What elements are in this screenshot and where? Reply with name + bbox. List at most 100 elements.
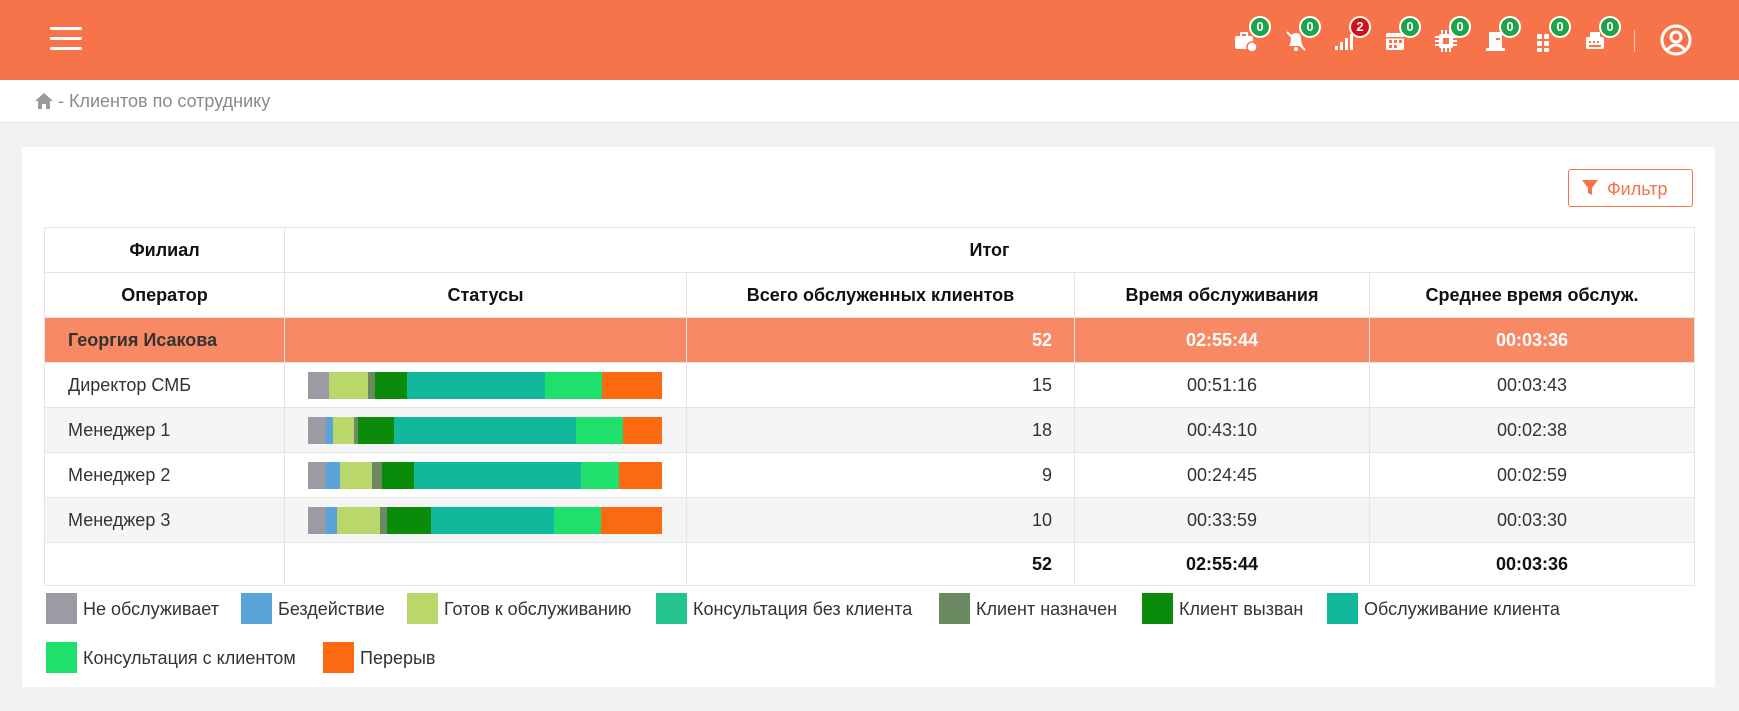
col-avg: Среднее время обслуж.: [1368, 272, 1696, 318]
status-segment[interactable]: [407, 371, 546, 399]
filter-label: Фильтр: [1607, 179, 1668, 199]
status-segment[interactable]: [382, 461, 415, 489]
keypad-badge: 0: [1549, 16, 1571, 38]
legend-label: Готов к обслуживанию: [444, 599, 632, 619]
status-segment[interactable]: [371, 461, 383, 489]
status-segment[interactable]: [393, 416, 577, 444]
status-segment[interactable]: [375, 371, 408, 399]
legend-swatch: [407, 593, 438, 624]
status-segment[interactable]: [308, 461, 326, 489]
summary-served: 52: [686, 542, 1075, 586]
status-bar: [308, 461, 662, 489]
legend-swatch: [323, 642, 354, 673]
kiosk-icon[interactable]: 0: [1483, 16, 1521, 54]
status-segment[interactable]: [387, 506, 431, 534]
status-segment[interactable]: [414, 461, 581, 489]
legend-label: Консультация с клиентом: [83, 648, 296, 668]
status-segment[interactable]: [354, 416, 359, 444]
status-segment[interactable]: [600, 506, 662, 534]
signal-badge: 2: [1349, 16, 1371, 38]
legend-swatch: [656, 593, 687, 624]
group-row[interactable]: Георгия Исакова 52 02:55:44 00:03:36: [44, 317, 1696, 363]
row-statuses: [284, 362, 687, 408]
summary-statuses: [284, 542, 687, 586]
user-avatar-icon[interactable]: [1660, 24, 1692, 56]
status-segment[interactable]: [308, 371, 330, 399]
menu-icon[interactable]: [50, 27, 82, 51]
printer-badge: 0: [1599, 16, 1621, 38]
status-segment[interactable]: [326, 506, 337, 534]
status-segment[interactable]: [325, 461, 340, 489]
legend-swatch: [46, 593, 77, 624]
status-segment[interactable]: [308, 506, 327, 534]
col-total: Итог: [283, 227, 1696, 273]
breadcrumb-current: - Клиентов по сотруднику: [58, 91, 271, 111]
table-row[interactable]: Менеджер 1 18 00:43:10 00:02:38: [44, 407, 1696, 453]
home-icon[interactable]: [34, 92, 54, 110]
status-segment[interactable]: [358, 416, 394, 444]
status-segment[interactable]: [339, 461, 372, 489]
legend-label: Обслуживание клиента: [1364, 599, 1560, 619]
status-segment[interactable]: [601, 371, 662, 399]
status-segment[interactable]: [380, 506, 388, 534]
row-operator: Директор СМБ: [44, 362, 285, 408]
bell-badge: 0: [1299, 16, 1321, 38]
row-time: 00:51:16: [1074, 362, 1370, 408]
legend-swatch: [1327, 593, 1358, 624]
status-segment[interactable]: [325, 416, 334, 444]
filter-button[interactable]: Фильтр: [1568, 169, 1693, 207]
status-segment[interactable]: [329, 371, 369, 399]
col-served: Всего обслуженных клиентов: [686, 272, 1075, 318]
status-segment[interactable]: [580, 461, 620, 489]
status-segment[interactable]: [619, 461, 662, 489]
status-bar: [308, 416, 662, 444]
row-avg: 00:02:38: [1368, 407, 1696, 453]
col-operator: Оператор: [44, 272, 285, 318]
summary-operator: [44, 542, 285, 586]
row-avg: 00:03:30: [1368, 497, 1696, 543]
group-statuses: [284, 317, 687, 363]
row-statuses: [284, 452, 687, 498]
table-row[interactable]: Директор СМБ 15 00:51:16 00:03:43: [44, 362, 1696, 408]
status-segment[interactable]: [553, 506, 601, 534]
row-time: 00:33:59: [1074, 497, 1370, 543]
keypad-icon[interactable]: 0: [1533, 16, 1571, 54]
status-segment[interactable]: [622, 416, 662, 444]
status-segment[interactable]: [368, 371, 376, 399]
header-row-2: Оператор Статусы Всего обслуженных клиен…: [44, 272, 1696, 318]
calendar-badge: 0: [1399, 16, 1421, 38]
row-statuses: [284, 407, 687, 453]
row-served: 9: [686, 452, 1075, 498]
row-operator: Менеджер 3: [44, 497, 285, 543]
row-time: 00:43:10: [1074, 407, 1370, 453]
status-bar: [308, 371, 662, 399]
calendar-icon[interactable]: 0: [1383, 16, 1421, 54]
header-divider: [1634, 30, 1635, 52]
group-avg: 00:03:36: [1368, 317, 1696, 363]
signal-icon[interactable]: 2: [1333, 16, 1371, 54]
status-segment[interactable]: [333, 416, 355, 444]
row-time: 00:24:45: [1074, 452, 1370, 498]
status-segment[interactable]: [576, 416, 623, 444]
row-avg: 00:02:59: [1368, 452, 1696, 498]
status-segment[interactable]: [430, 506, 554, 534]
row-served: 10: [686, 497, 1075, 543]
row-operator: Менеджер 2: [44, 452, 285, 498]
table-row[interactable]: Менеджер 3 10 00:33:59 00:03:30: [44, 497, 1696, 543]
bell-off-icon[interactable]: 0: [1283, 16, 1321, 54]
legend-label: Клиент вызван: [1179, 599, 1304, 619]
legend-swatch: [46, 642, 77, 673]
summary-avg: 00:03:36: [1368, 542, 1696, 586]
table-row[interactable]: Менеджер 2 9 00:24:45 00:02:59: [44, 452, 1696, 498]
chip-icon[interactable]: 0: [1433, 16, 1471, 54]
status-segment[interactable]: [308, 416, 326, 444]
legend-label: Консультация без клиента: [693, 599, 913, 619]
group-time: 02:55:44: [1074, 317, 1370, 363]
row-served: 18: [686, 407, 1075, 453]
printer-icon[interactable]: 0: [1583, 16, 1621, 54]
col-branch: Филиал: [44, 227, 285, 273]
briefcase-clock-icon[interactable]: 0: [1233, 16, 1271, 54]
group-served: 52: [686, 317, 1075, 363]
status-segment[interactable]: [545, 371, 602, 399]
status-segment[interactable]: [336, 506, 381, 534]
